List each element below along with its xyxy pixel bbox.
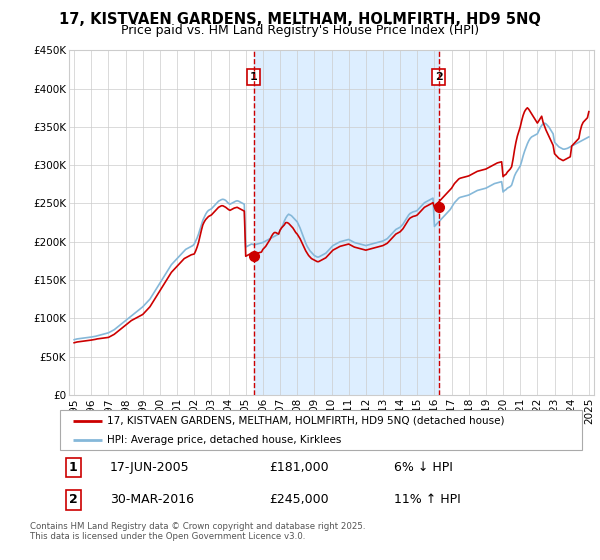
- Text: 2: 2: [435, 72, 443, 82]
- Text: 6% ↓ HPI: 6% ↓ HPI: [394, 461, 453, 474]
- Text: 17, KISTVAEN GARDENS, MELTHAM, HOLMFIRTH, HD9 5NQ: 17, KISTVAEN GARDENS, MELTHAM, HOLMFIRTH…: [59, 12, 541, 27]
- Text: 11% ↑ HPI: 11% ↑ HPI: [394, 493, 461, 506]
- Bar: [254, 50, 439, 395]
- Text: 17-JUN-2005: 17-JUN-2005: [110, 461, 189, 474]
- Text: £245,000: £245,000: [269, 493, 328, 506]
- Text: 30-MAR-2016: 30-MAR-2016: [110, 493, 194, 506]
- Text: 1: 1: [68, 461, 77, 474]
- Text: 17, KISTVAEN GARDENS, MELTHAM, HOLMFIRTH, HD9 5NQ (detached house): 17, KISTVAEN GARDENS, MELTHAM, HOLMFIRTH…: [107, 416, 505, 426]
- Text: Contains HM Land Registry data © Crown copyright and database right 2025.
This d: Contains HM Land Registry data © Crown c…: [30, 522, 365, 542]
- Text: 2: 2: [68, 493, 77, 506]
- Text: Price paid vs. HM Land Registry's House Price Index (HPI): Price paid vs. HM Land Registry's House …: [121, 24, 479, 36]
- Text: £181,000: £181,000: [269, 461, 328, 474]
- Text: 1: 1: [250, 72, 257, 82]
- Text: HPI: Average price, detached house, Kirklees: HPI: Average price, detached house, Kirk…: [107, 435, 341, 445]
